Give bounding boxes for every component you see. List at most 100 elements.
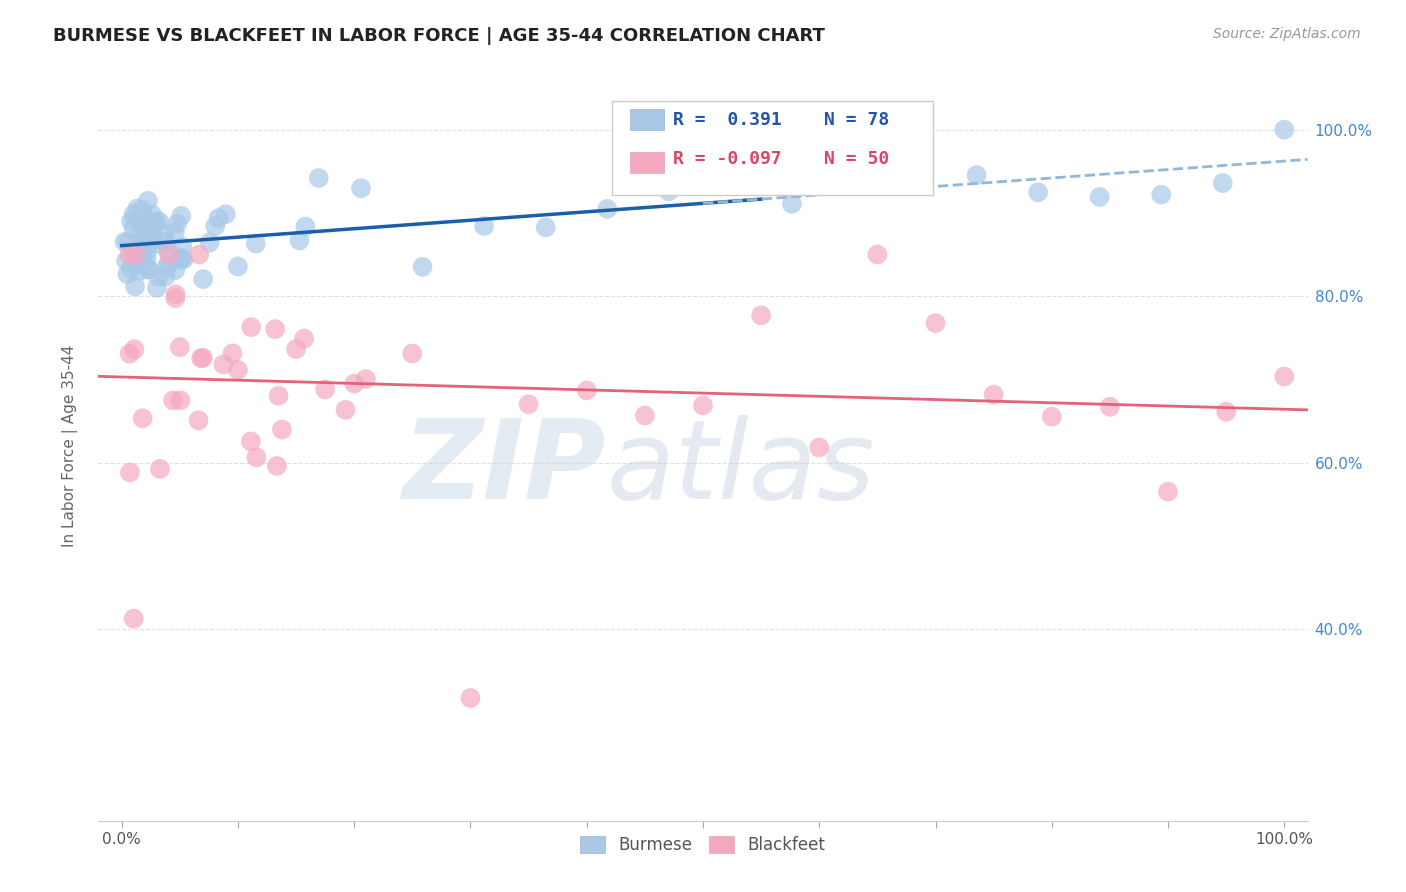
Point [350, 181, 373, 195]
Point [294, 219, 316, 234]
Point [143, 215, 166, 229]
Point [808, 441, 831, 455]
Point [658, 185, 681, 199]
Point [165, 263, 187, 277]
Point [1040, 409, 1063, 424]
Point [240, 320, 263, 334]
Point [204, 219, 226, 234]
Point [120, 261, 142, 276]
Text: N = 78: N = 78 [824, 112, 889, 129]
Point [122, 207, 145, 221]
Point [266, 458, 288, 473]
Point [221, 346, 243, 360]
Point [472, 219, 495, 233]
Text: ZIP: ZIP [402, 415, 606, 522]
Point [983, 387, 1005, 401]
Point [141, 207, 163, 221]
Point [1272, 369, 1295, 384]
Point [1215, 405, 1237, 419]
Point [170, 252, 193, 267]
Point [131, 203, 153, 218]
Point [314, 383, 336, 397]
Point [120, 214, 142, 228]
Point [226, 260, 249, 274]
Text: R =  0.391: R = 0.391 [673, 112, 782, 129]
Point [288, 233, 311, 247]
Point [412, 260, 434, 274]
Point [245, 236, 267, 251]
Point [127, 244, 149, 259]
Point [146, 281, 169, 295]
Point [966, 168, 988, 182]
Point [191, 351, 214, 365]
Point [267, 389, 290, 403]
Point [169, 340, 191, 354]
Point [138, 262, 160, 277]
Point [156, 259, 179, 273]
Point [187, 413, 209, 427]
Point [143, 231, 166, 245]
Point [170, 209, 193, 223]
Bar [630, 109, 664, 130]
Point [1157, 484, 1180, 499]
Point [118, 466, 141, 480]
Point [124, 343, 146, 357]
Point [128, 264, 150, 278]
Point [343, 376, 366, 391]
Point [904, 172, 927, 186]
Point [198, 235, 221, 250]
Point [188, 247, 211, 261]
Y-axis label: In Labor Force | Age 35-44: In Labor Force | Age 35-44 [62, 345, 77, 547]
Point [117, 267, 139, 281]
Point [401, 346, 423, 360]
Legend: Burmese, Blackfeet: Burmese, Blackfeet [574, 830, 832, 861]
Point [264, 322, 287, 336]
Point [149, 462, 172, 476]
Bar [630, 152, 664, 172]
Point [308, 171, 330, 186]
Point [173, 252, 195, 266]
Text: Source: ZipAtlas.com: Source: ZipAtlas.com [1213, 27, 1361, 41]
FancyBboxPatch shape [613, 102, 932, 195]
Point [1098, 400, 1121, 414]
Point [118, 247, 141, 261]
Point [1272, 122, 1295, 136]
Point [517, 397, 540, 411]
Point [239, 434, 262, 449]
Point [172, 240, 194, 254]
Point [1088, 190, 1111, 204]
Text: N = 50: N = 50 [824, 150, 889, 168]
Point [114, 235, 136, 249]
Point [596, 202, 619, 216]
Point [122, 221, 145, 235]
Point [1150, 187, 1173, 202]
Point [146, 215, 169, 229]
Point [131, 411, 153, 425]
Point [157, 259, 180, 273]
Point [354, 372, 377, 386]
Point [145, 237, 167, 252]
Point [155, 235, 177, 250]
Text: BURMESE VS BLACKFEET IN LABOR FORCE | AGE 35-44 CORRELATION CHART: BURMESE VS BLACKFEET IN LABOR FORCE | AG… [53, 27, 825, 45]
Point [135, 252, 157, 267]
Point [127, 202, 149, 216]
Point [226, 363, 249, 377]
Text: R = -0.097: R = -0.097 [673, 150, 782, 168]
Point [117, 235, 139, 249]
Point [124, 247, 146, 261]
Point [129, 246, 152, 260]
Point [924, 316, 946, 330]
Point [842, 169, 865, 184]
Point [136, 220, 159, 235]
Point [1026, 186, 1049, 200]
Point [169, 393, 191, 408]
Point [162, 393, 184, 408]
Point [153, 227, 176, 242]
Point [749, 309, 772, 323]
Point [271, 423, 294, 437]
Point [141, 222, 163, 236]
Point [190, 351, 212, 366]
Point [245, 450, 267, 465]
Point [170, 251, 193, 265]
Point [165, 291, 187, 305]
